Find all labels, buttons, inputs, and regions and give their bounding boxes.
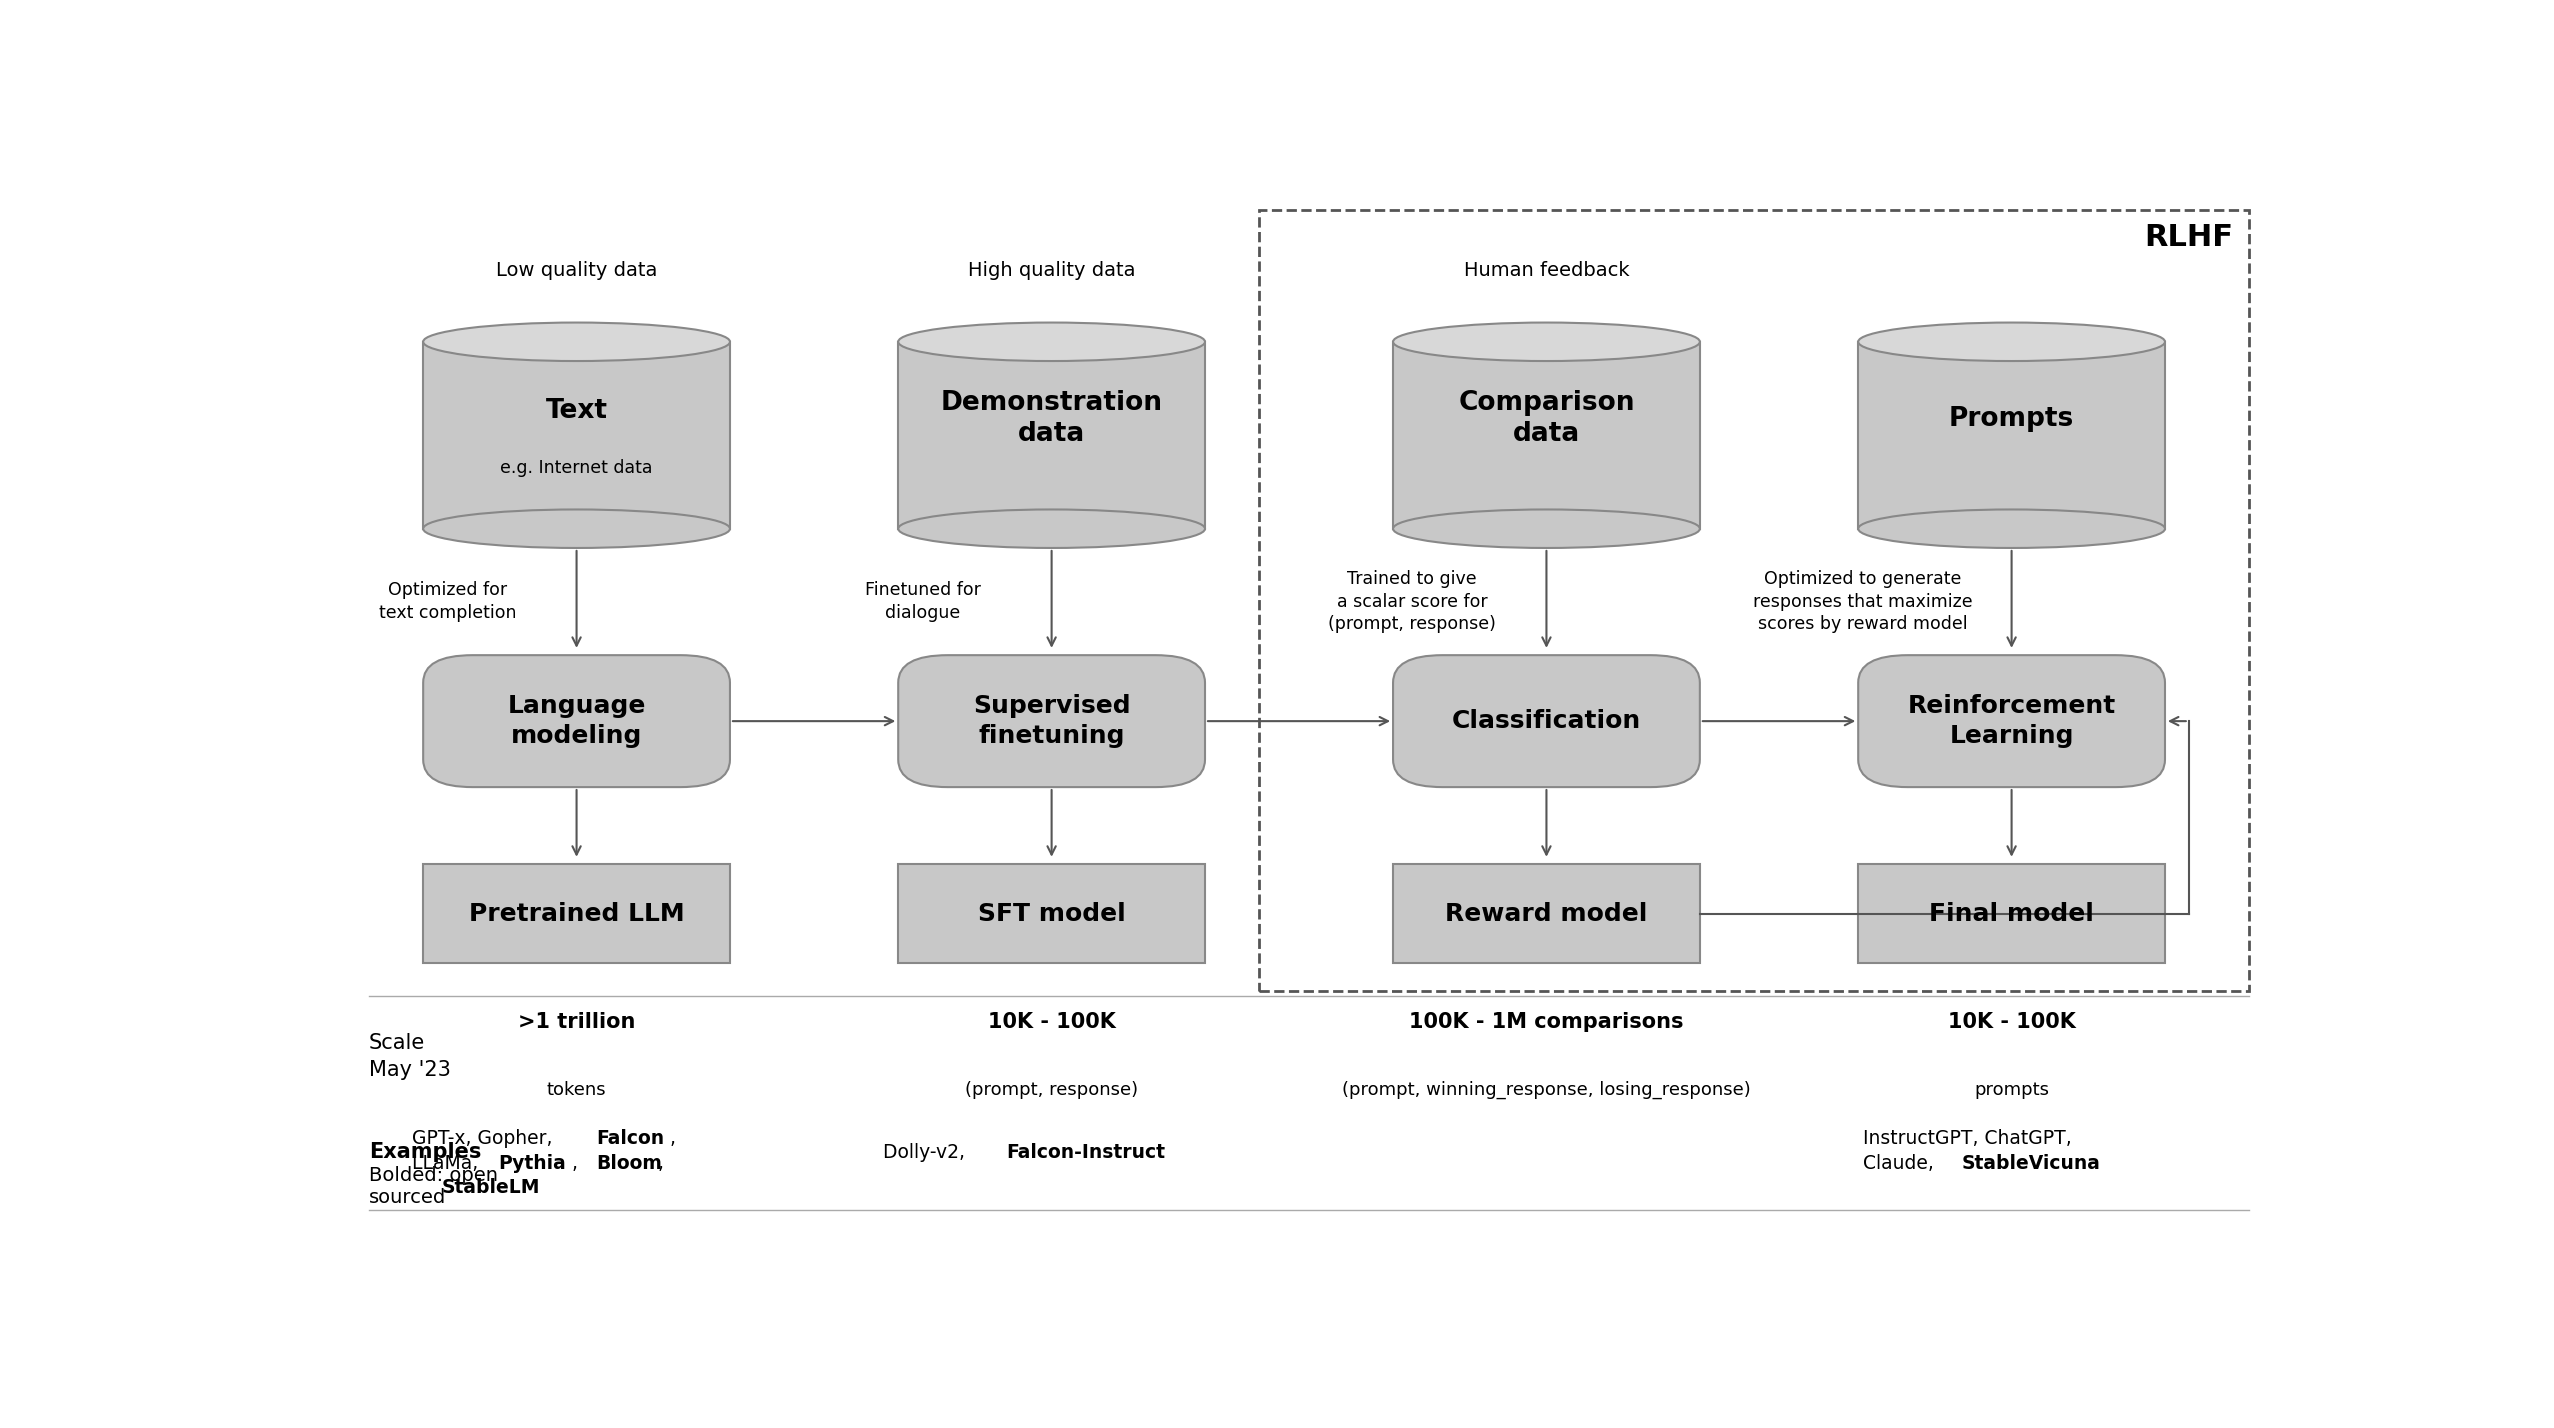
Text: InstructGPT, ChatGPT,: InstructGPT, ChatGPT,: [1864, 1130, 2071, 1148]
Bar: [424, 864, 730, 962]
Text: >1 trillion: >1 trillion: [518, 1012, 636, 1032]
Ellipse shape: [899, 510, 1205, 548]
Text: Text: Text: [547, 398, 608, 424]
Text: Reward model: Reward model: [1446, 901, 1647, 925]
Bar: [1859, 341, 2166, 528]
Text: (prompt, response): (prompt, response): [965, 1081, 1139, 1098]
Text: Falcon-Instruct: Falcon-Instruct: [1006, 1142, 1165, 1161]
Bar: [424, 341, 730, 528]
Bar: [1392, 341, 1701, 528]
Text: Final model: Final model: [1928, 901, 2094, 925]
Text: Bolded: open: Bolded: open: [368, 1165, 498, 1185]
Text: ,: ,: [572, 1154, 585, 1172]
Text: Optimized for
text completion: Optimized for text completion: [378, 581, 516, 621]
Ellipse shape: [424, 510, 730, 548]
Bar: [1259, 210, 2250, 991]
Text: ,: ,: [669, 1130, 677, 1148]
Text: 100K - 1M comparisons: 100K - 1M comparisons: [1410, 1012, 1683, 1032]
Text: Prompts: Prompts: [1949, 406, 2074, 431]
Bar: [1392, 864, 1701, 962]
Text: High quality data: High quality data: [968, 261, 1137, 280]
Text: Scale
May '23: Scale May '23: [368, 1034, 450, 1080]
Text: ,: ,: [659, 1154, 664, 1172]
Text: GPT-x, Gopher,: GPT-x, Gopher,: [411, 1130, 559, 1148]
Text: Dolly-v2,: Dolly-v2,: [884, 1142, 971, 1161]
Text: Optimized to generate
responses that maximize
scores by reward model: Optimized to generate responses that max…: [1755, 570, 1972, 633]
Text: Comparison
data: Comparison data: [1458, 390, 1635, 447]
Ellipse shape: [424, 323, 730, 361]
Text: (prompt, winning_response, losing_response): (prompt, winning_response, losing_respon…: [1341, 1081, 1752, 1100]
Text: Finetuned for
dialogue: Finetuned for dialogue: [866, 581, 981, 621]
Text: StableVicuna: StableVicuna: [1961, 1154, 2099, 1172]
Text: Human feedback: Human feedback: [1463, 261, 1629, 280]
Ellipse shape: [1392, 323, 1701, 361]
Text: Trained to give
a scalar score for
(prompt, response): Trained to give a scalar score for (prom…: [1328, 570, 1497, 633]
Text: Supervised
finetuning: Supervised finetuning: [973, 694, 1131, 748]
Text: Classification: Classification: [1451, 710, 1642, 733]
FancyBboxPatch shape: [424, 655, 730, 787]
Bar: [1859, 864, 2166, 962]
Text: Bloom: Bloom: [595, 1154, 661, 1172]
Text: Claude,: Claude,: [1864, 1154, 1941, 1172]
FancyBboxPatch shape: [899, 655, 1205, 787]
Text: Reinforcement
Learning: Reinforcement Learning: [1908, 694, 2115, 748]
Text: RLHF: RLHF: [2145, 223, 2232, 251]
Text: Language
modeling: Language modeling: [508, 694, 646, 748]
Bar: [899, 341, 1205, 528]
Text: 10K - 100K: 10K - 100K: [988, 1012, 1116, 1032]
Ellipse shape: [1392, 510, 1701, 548]
FancyBboxPatch shape: [1392, 655, 1701, 787]
FancyBboxPatch shape: [1859, 655, 2166, 787]
Ellipse shape: [1859, 510, 2166, 548]
Text: e.g. Internet data: e.g. Internet data: [501, 460, 654, 477]
Ellipse shape: [1859, 323, 2166, 361]
Text: prompts: prompts: [1974, 1081, 2048, 1098]
Text: Demonstration
data: Demonstration data: [940, 390, 1162, 447]
Text: StableLM: StableLM: [442, 1178, 541, 1197]
Ellipse shape: [899, 323, 1205, 361]
Text: 10K - 100K: 10K - 100K: [1949, 1012, 2076, 1032]
Bar: [899, 864, 1205, 962]
Text: Falcon: Falcon: [598, 1130, 664, 1148]
Text: Examples: Examples: [368, 1142, 480, 1162]
Text: Pretrained LLM: Pretrained LLM: [470, 901, 684, 925]
Text: tokens: tokens: [547, 1081, 605, 1098]
Text: sourced: sourced: [368, 1188, 447, 1207]
Text: Pythia: Pythia: [498, 1154, 567, 1172]
Text: Low quality data: Low quality data: [495, 261, 656, 280]
Text: SFT model: SFT model: [978, 901, 1126, 925]
Text: LLaMa,: LLaMa,: [411, 1154, 485, 1172]
